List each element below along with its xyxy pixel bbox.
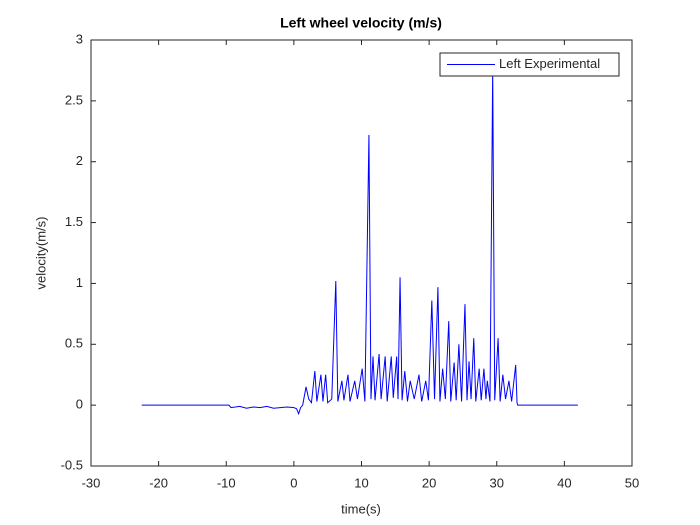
legend-box <box>439 52 620 77</box>
x-tick-label: -20 <box>149 475 168 490</box>
x-tick-label: -30 <box>82 475 101 490</box>
x-tick-label: 40 <box>557 475 571 490</box>
x-tick-label: 10 <box>354 475 368 490</box>
y-tick-label: 2 <box>76 153 83 168</box>
plot-area <box>141 70 578 416</box>
y-tick-label: 3 <box>76 31 83 46</box>
axes-box <box>90 39 633 467</box>
y-axis-label: velocity(m/s) <box>33 217 48 290</box>
y-tick-label: 1.5 <box>65 214 83 229</box>
x-tick-label: 20 <box>422 475 436 490</box>
legend-label: Left Experimental <box>499 56 600 71</box>
y-tick-label: 2.5 <box>65 92 83 107</box>
x-axis-label: time(s) <box>341 501 381 516</box>
y-tick-label: 0.5 <box>65 336 83 351</box>
data-line <box>141 70 578 416</box>
chart-title: Left wheel velocity (m/s) <box>280 15 442 31</box>
x-tick-label: 0 <box>290 475 297 490</box>
x-tick-label: 50 <box>625 475 639 490</box>
x-tick-label: -10 <box>217 475 236 490</box>
y-tick-label: 0 <box>76 397 83 412</box>
x-tick-label: 30 <box>490 475 504 490</box>
y-tick-label: 1 <box>76 275 83 290</box>
y-tick-label: -0.5 <box>61 457 83 472</box>
